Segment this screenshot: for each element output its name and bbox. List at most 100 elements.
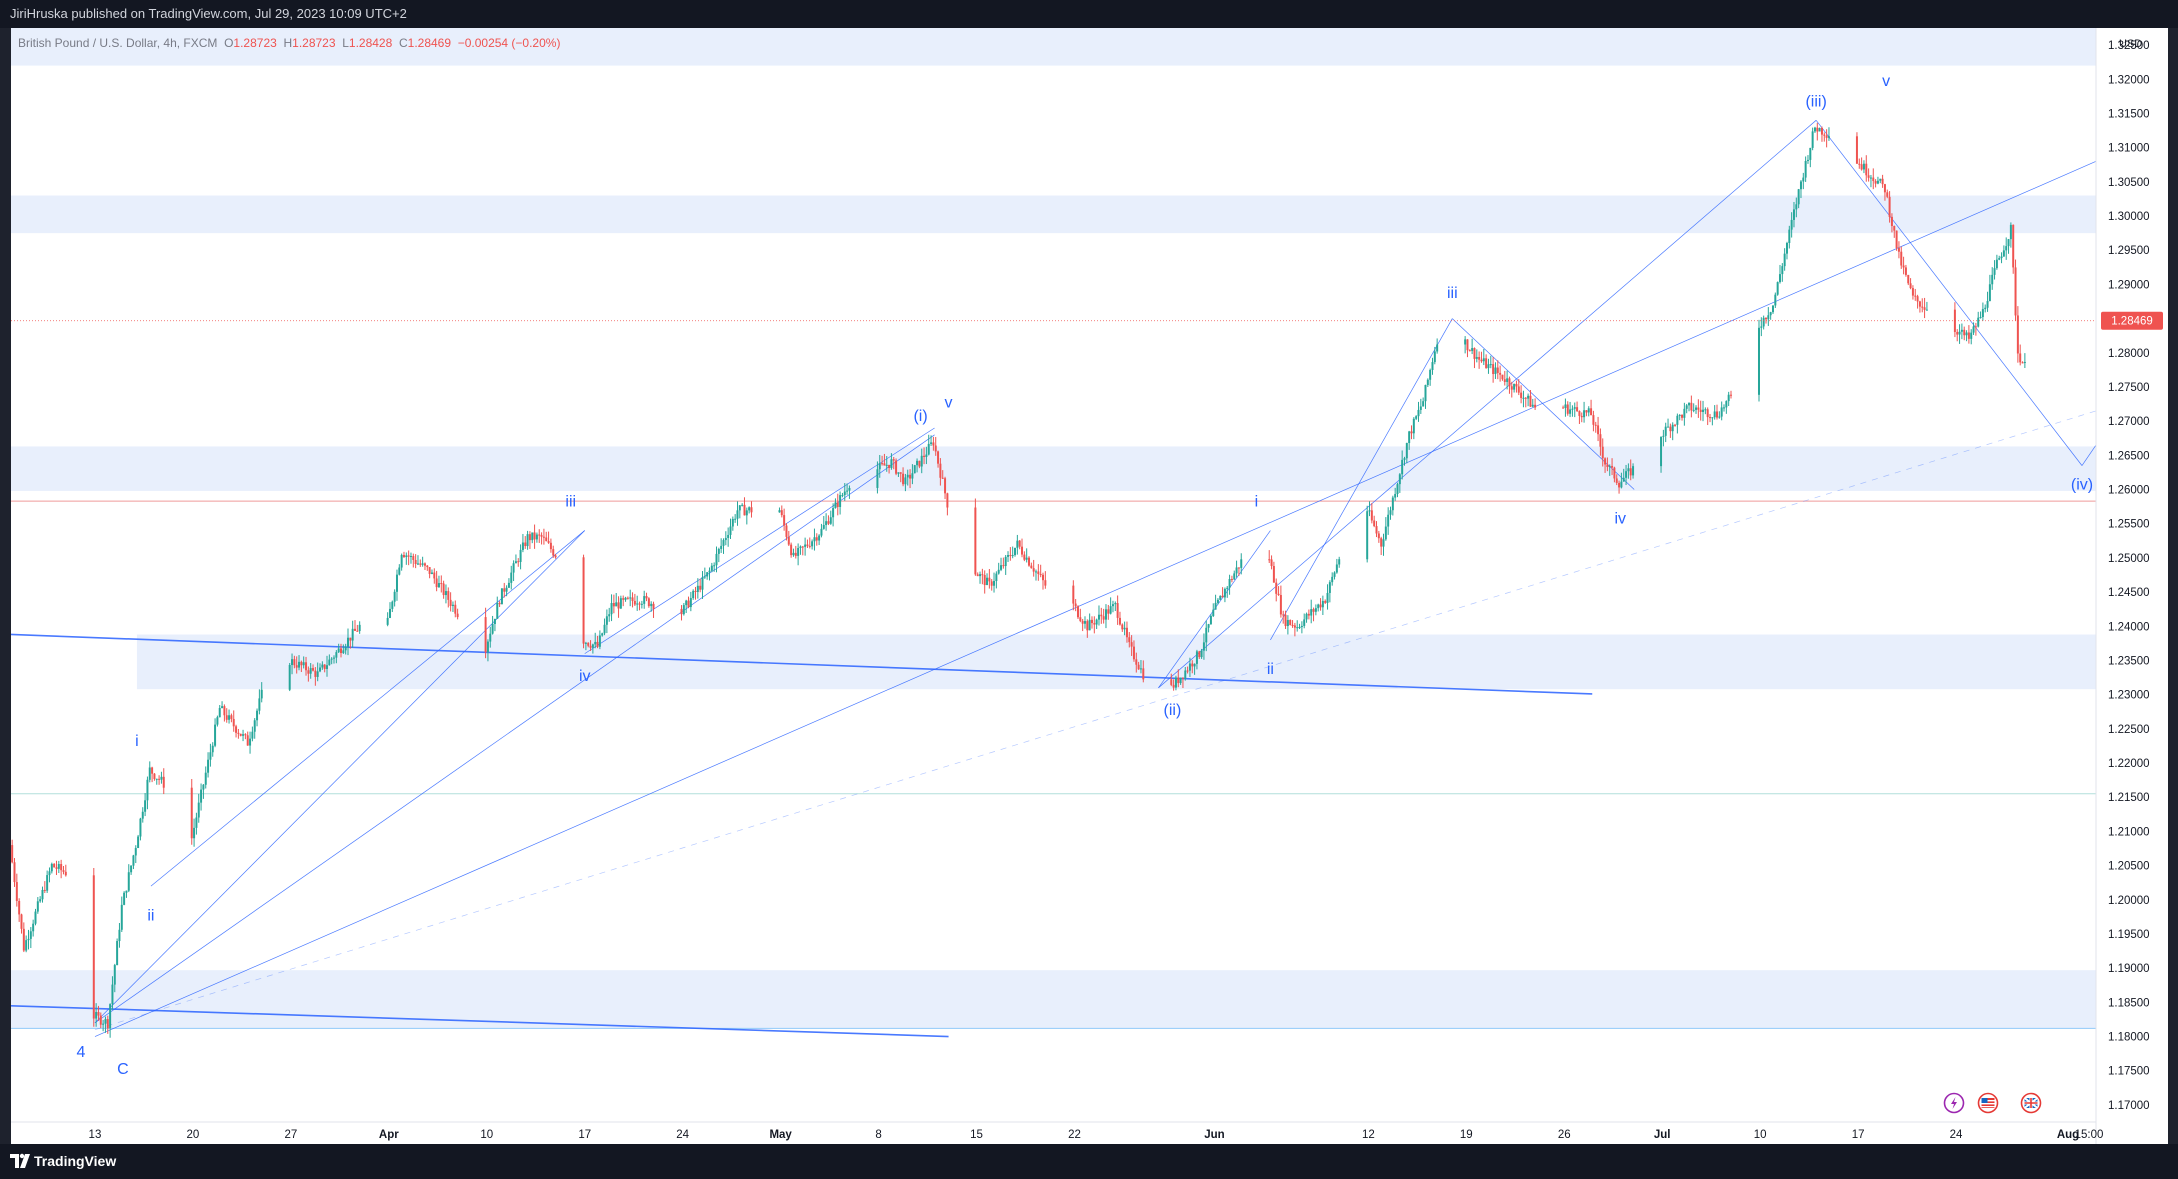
candle <box>106 1015 109 1034</box>
candle <box>1592 410 1595 432</box>
y-tick-label: 1.17500 <box>2108 1066 2150 1078</box>
trendline-0 <box>10 633 1593 695</box>
candle <box>1233 570 1236 581</box>
candle <box>160 771 163 784</box>
candle <box>1622 468 1625 482</box>
candle <box>1284 610 1287 630</box>
y-tick-label: 1.24500 <box>2108 587 2150 599</box>
candle <box>1676 413 1679 434</box>
x-tick-label: 8 <box>875 1129 881 1141</box>
candle <box>524 536 527 549</box>
candle <box>1669 423 1672 438</box>
legend-change: −0.00254 (−0.20%) <box>457 36 561 50</box>
candle <box>890 453 893 470</box>
candle <box>1107 604 1110 620</box>
candle <box>1681 414 1684 421</box>
candle <box>876 461 879 494</box>
candle <box>1608 464 1611 476</box>
candle <box>1431 357 1434 375</box>
candle <box>242 729 245 742</box>
candle <box>636 595 639 611</box>
candle <box>1426 378 1429 387</box>
candle <box>612 594 615 614</box>
candle <box>1298 623 1301 630</box>
candle <box>1597 416 1600 442</box>
candle <box>652 601 655 618</box>
candle <box>1921 298 1924 313</box>
candle <box>920 448 923 474</box>
candle <box>1170 673 1173 687</box>
candle <box>1014 547 1017 557</box>
last-price-tag-text: 1.28469 <box>2111 316 2153 328</box>
lightning-icon[interactable] <box>1943 1092 1965 1114</box>
candle <box>897 472 900 477</box>
candle <box>1118 611 1121 626</box>
candle <box>1097 605 1100 626</box>
candle <box>1398 473 1401 493</box>
candle <box>818 534 821 546</box>
candle <box>1818 127 1821 132</box>
candle <box>633 593 636 607</box>
candle <box>715 546 718 573</box>
candle <box>1228 574 1231 595</box>
x-tick-label: Aug <box>2057 1129 2079 1141</box>
candle <box>811 539 814 550</box>
candle <box>400 553 403 571</box>
candle <box>2012 224 2015 274</box>
candle <box>643 590 646 609</box>
candle <box>1799 180 1802 199</box>
y-tick-label: 1.22500 <box>2108 724 2150 736</box>
candle <box>18 898 21 922</box>
candle <box>1827 127 1830 141</box>
footer-bar <box>0 1144 2178 1179</box>
uk-flag-icon[interactable] <box>2020 1092 2042 1114</box>
y-tick-label: 1.23000 <box>2108 690 2150 702</box>
candle <box>258 689 261 715</box>
candle <box>582 554 585 649</box>
candle <box>1692 403 1695 413</box>
candle <box>1706 407 1709 426</box>
candle <box>1417 401 1420 422</box>
candle <box>1109 597 1112 615</box>
footer-brand[interactable]: TradingView <box>34 1153 117 1169</box>
candle <box>822 516 825 530</box>
candle <box>608 607 611 622</box>
candle <box>307 666 310 682</box>
candle <box>109 1003 112 1038</box>
candle <box>1788 225 1791 249</box>
candle <box>1585 410 1588 417</box>
candle <box>1529 389 1532 407</box>
candle <box>2000 252 2003 264</box>
candle <box>538 529 541 543</box>
trendline-13 <box>2081 444 2097 466</box>
us-flag-icon[interactable] <box>1977 1092 1999 1114</box>
legend-high-label: H <box>283 36 293 50</box>
candle <box>1207 623 1210 633</box>
candle <box>1923 297 1926 319</box>
candle <box>1464 336 1467 354</box>
candle <box>421 556 424 567</box>
candle <box>601 632 604 637</box>
candle <box>1007 551 1010 563</box>
legend-low-label: L <box>342 36 349 50</box>
candle <box>1198 650 1201 659</box>
candle <box>251 726 254 742</box>
candle <box>1487 358 1490 374</box>
candle <box>1235 560 1238 578</box>
candle <box>1783 248 1786 271</box>
candle <box>295 656 298 674</box>
candle <box>1482 348 1485 366</box>
wave-label: iii <box>565 494 576 511</box>
candle <box>1517 378 1520 396</box>
candle <box>1366 505 1369 563</box>
candle <box>1664 422 1667 443</box>
candle <box>1583 401 1586 423</box>
candle <box>99 1012 102 1029</box>
candle <box>1074 599 1077 612</box>
candle <box>260 682 263 703</box>
candle <box>710 562 713 573</box>
candle <box>230 713 233 723</box>
tradingview-logo-icon[interactable] <box>10 1152 30 1170</box>
